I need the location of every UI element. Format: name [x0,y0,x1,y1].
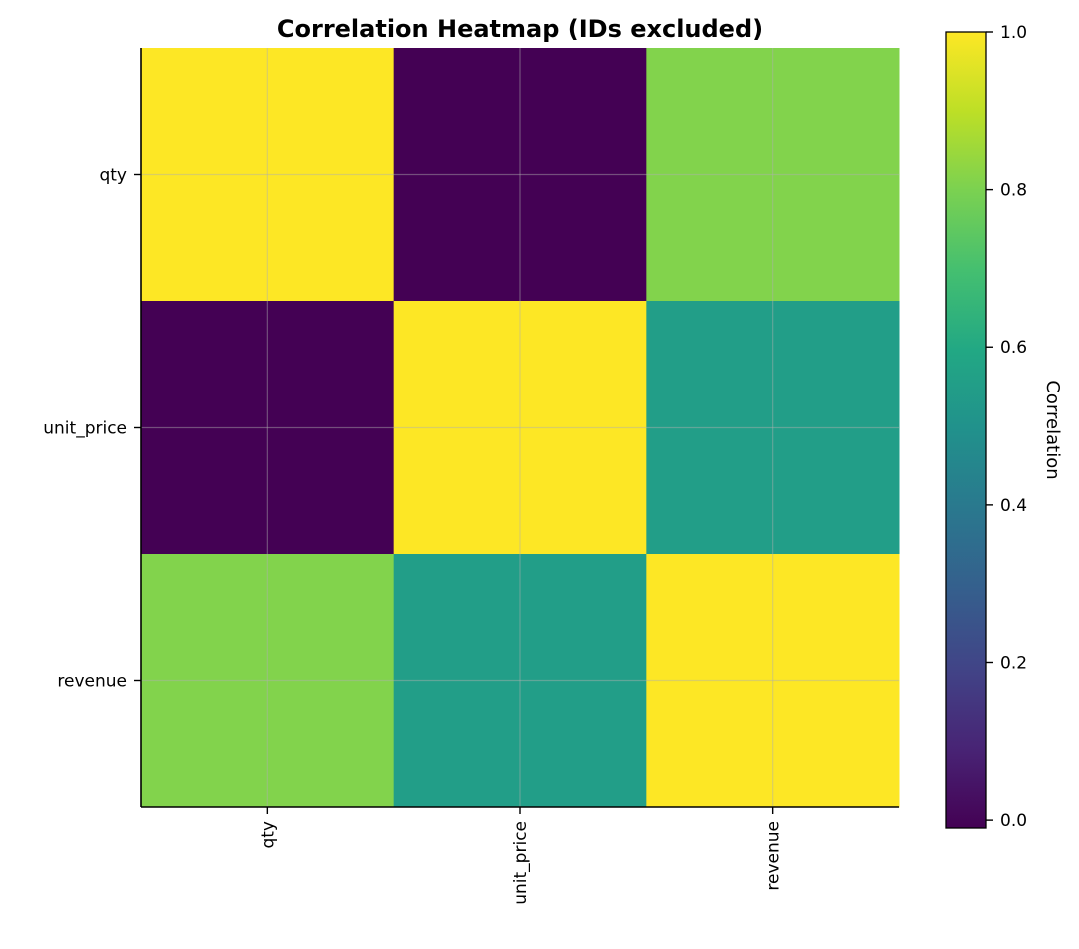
heatmap-cell-qty-revenue [646,48,900,302]
x-tick-label: unit_price [511,821,531,905]
heatmap-cell-revenue-unit_price [393,554,647,808]
heatmap-cell-qty-qty [141,48,395,302]
heatmap-cell-unit_price-qty [141,301,395,555]
x-axis-ticks: qty unit_price revenue [258,807,784,905]
y-tick-label: qty [99,166,127,186]
colorbar-tick-label: 0.4 [1000,496,1027,516]
x-tick-label: qty [258,821,278,849]
heatmap-cell-revenue-revenue [646,554,900,808]
colorbar-ticks: 0.0 0.2 0.4 0.6 0.8 1.0 [986,23,1027,831]
colorbar-bar [945,31,987,829]
colorbar-tick-label: 0.6 [1000,338,1027,358]
chart-title: Correlation Heatmap (IDs excluded) [277,15,763,43]
heatmap-gridlines [141,48,899,807]
colorbar-tick-label: 1.0 [1000,23,1027,43]
colorbar: 0.0 0.2 0.4 0.6 0.8 1.0 Correlation [945,23,1063,831]
y-tick-label: unit_price [43,419,127,439]
colorbar-tick-label: 0.8 [1000,181,1027,201]
y-tick-label: revenue [57,672,127,692]
colorbar-label: Correlation [1042,380,1063,479]
heatmap-cell-unit_price-revenue [646,301,900,555]
heatmap-cells [141,48,900,808]
heatmap-cell-unit_price-unit_price [393,301,647,555]
heatmap-cell-revenue-qty [141,554,395,808]
x-tick-label: revenue [764,821,784,891]
heatmap-cell-qty-unit_price [393,48,647,302]
colorbar-tick-label: 0.2 [1000,653,1027,673]
colorbar-tick-label: 0.0 [1000,811,1027,831]
